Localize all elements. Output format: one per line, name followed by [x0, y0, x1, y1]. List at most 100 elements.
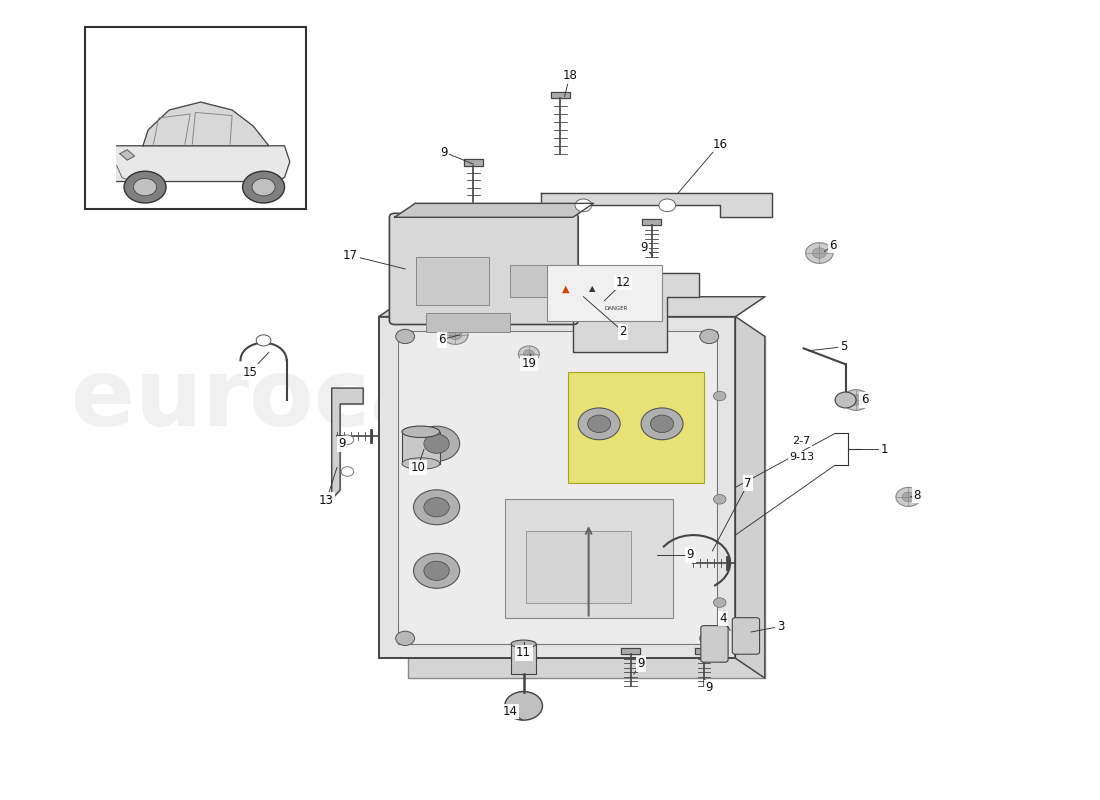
Text: 9: 9 [705, 681, 713, 694]
Bar [402, 432, 440, 463]
Polygon shape [332, 388, 363, 499]
Text: 15: 15 [242, 366, 257, 378]
Polygon shape [464, 159, 483, 166]
Text: 10: 10 [410, 461, 425, 474]
Bar [512, 644, 536, 674]
Circle shape [414, 490, 460, 525]
Circle shape [843, 390, 870, 410]
Polygon shape [117, 146, 289, 182]
Circle shape [700, 631, 718, 646]
Bar [86, 26, 306, 210]
Circle shape [641, 408, 683, 440]
Circle shape [902, 492, 915, 502]
Text: 4: 4 [719, 612, 727, 625]
Ellipse shape [402, 458, 440, 470]
Circle shape [414, 554, 460, 588]
Circle shape [714, 494, 726, 504]
Bar [547, 265, 662, 321]
Bar [416, 257, 490, 305]
Text: 13: 13 [319, 494, 334, 506]
FancyBboxPatch shape [389, 214, 579, 325]
Circle shape [396, 631, 415, 646]
Circle shape [124, 171, 166, 203]
Circle shape [518, 346, 539, 362]
Text: eurocarparts: eurocarparts [72, 354, 760, 446]
Text: ▲: ▲ [588, 284, 595, 294]
Text: 9: 9 [440, 146, 448, 158]
Circle shape [805, 242, 833, 263]
Bar [426, 313, 510, 333]
Text: 18: 18 [562, 70, 578, 82]
Text: DANGER: DANGER [604, 306, 628, 311]
Bar [378, 317, 736, 658]
Text: 2: 2 [619, 325, 627, 338]
Circle shape [575, 199, 592, 212]
Circle shape [524, 350, 535, 358]
Circle shape [609, 297, 641, 321]
Polygon shape [621, 648, 640, 654]
Circle shape [650, 415, 673, 433]
Circle shape [133, 178, 156, 196]
Text: 17: 17 [343, 249, 359, 262]
Circle shape [424, 498, 449, 517]
FancyBboxPatch shape [733, 618, 760, 654]
Text: 9: 9 [339, 437, 346, 450]
Text: 9-13: 9-13 [789, 452, 814, 462]
Circle shape [424, 561, 449, 581]
Text: 9: 9 [640, 241, 648, 254]
Circle shape [714, 391, 726, 401]
FancyBboxPatch shape [701, 626, 728, 662]
Text: 9: 9 [686, 549, 694, 562]
Text: 16: 16 [712, 138, 727, 150]
Text: 14: 14 [503, 705, 517, 718]
Polygon shape [378, 297, 764, 317]
Bar [526, 531, 630, 602]
Circle shape [659, 199, 675, 212]
Circle shape [396, 330, 415, 343]
Polygon shape [143, 102, 268, 146]
Circle shape [341, 466, 354, 476]
Polygon shape [736, 317, 764, 678]
Ellipse shape [512, 640, 536, 648]
Bar [408, 337, 764, 678]
Text: 1: 1 [881, 442, 888, 456]
Circle shape [587, 415, 610, 433]
Circle shape [849, 395, 862, 405]
Polygon shape [573, 273, 698, 352]
Text: 3: 3 [777, 620, 784, 633]
Circle shape [256, 335, 271, 346]
Polygon shape [120, 150, 134, 160]
Circle shape [714, 598, 726, 607]
Circle shape [835, 392, 856, 408]
Text: 7: 7 [745, 477, 751, 490]
Circle shape [424, 434, 449, 454]
Bar [398, 331, 716, 644]
Text: ▲: ▲ [562, 284, 570, 294]
Text: 19: 19 [521, 357, 537, 370]
Text: 11: 11 [516, 646, 531, 659]
Circle shape [579, 408, 620, 440]
Text: 5: 5 [839, 340, 847, 354]
Circle shape [895, 487, 921, 506]
Polygon shape [395, 203, 594, 218]
Circle shape [443, 326, 468, 344]
Text: 6: 6 [829, 238, 837, 251]
Bar [510, 265, 552, 297]
Circle shape [243, 171, 285, 203]
Text: 6: 6 [438, 333, 446, 346]
Text: 9: 9 [637, 658, 645, 670]
Text: a passion for parts since 1985: a passion for parts since 1985 [396, 574, 750, 671]
Circle shape [813, 248, 826, 258]
Polygon shape [541, 194, 772, 218]
Circle shape [700, 330, 718, 343]
Text: 12: 12 [616, 276, 630, 289]
Circle shape [414, 426, 460, 461]
Circle shape [341, 435, 354, 445]
Ellipse shape [402, 426, 440, 438]
Bar [505, 499, 672, 618]
Polygon shape [642, 219, 661, 226]
Text: 8: 8 [913, 489, 921, 502]
Text: 2-7: 2-7 [792, 436, 811, 446]
Text: 6: 6 [860, 394, 868, 406]
Circle shape [252, 178, 275, 196]
